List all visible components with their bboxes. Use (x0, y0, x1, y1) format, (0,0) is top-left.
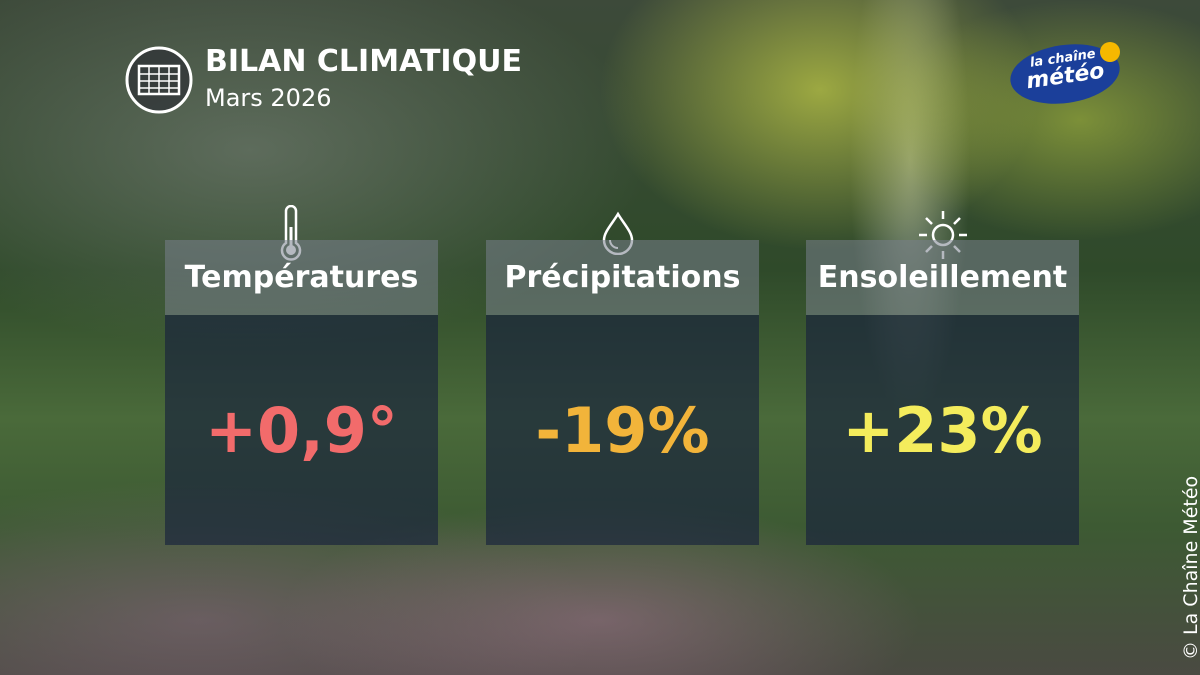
card: Précipitations -19% (486, 240, 759, 545)
subtitle: Mars 2026 (205, 84, 332, 112)
card-value: +0,9° (165, 315, 438, 545)
copyright: © La Chaîne Météo (1180, 475, 1200, 660)
title: BILAN CLIMATIQUE (205, 44, 522, 79)
logo-sun (1100, 42, 1120, 62)
card: Températures +0,9° (165, 240, 438, 545)
calendar-icon (125, 46, 193, 114)
card-label: Précipitations (486, 240, 759, 315)
card-label: Ensoleillement (806, 240, 1079, 315)
card: Ensoleillement +23% (806, 240, 1079, 545)
card-label: Températures (165, 240, 438, 315)
card-value: -19% (486, 315, 759, 545)
card-value: +23% (806, 315, 1079, 545)
